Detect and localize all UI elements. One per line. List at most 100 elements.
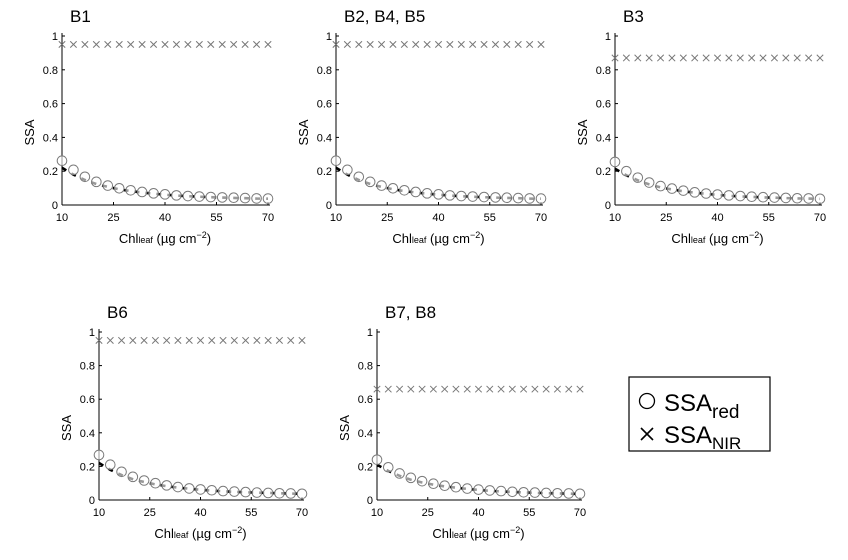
ssa-red-point xyxy=(205,191,217,203)
ssa-red-point xyxy=(342,164,353,176)
ssa-nir-point-stroke xyxy=(118,336,126,344)
x-axis-label-unit: (µg cm xyxy=(466,526,510,541)
legend-label-ssa-nir-main: SSA xyxy=(664,422,712,449)
ssa-red-point xyxy=(495,485,507,497)
x-tick-label: 40 xyxy=(432,212,444,224)
ssa-nir-point xyxy=(793,54,801,62)
y-tick-label: 1 xyxy=(326,31,332,43)
ssa-red-point xyxy=(678,185,689,196)
ssa-nir-point xyxy=(366,40,374,49)
y-axis-label: SSA xyxy=(22,119,37,145)
y-tick-label: 0.4 xyxy=(358,428,373,440)
ssa-nir-point xyxy=(208,336,216,344)
x-axis-label-exp: −2 xyxy=(232,525,242,535)
y-tick-label: 0.2 xyxy=(80,461,95,473)
ssa-nir-point xyxy=(69,40,77,49)
ssa-nir-point-stroke xyxy=(208,336,216,344)
ssa-nir-point-stroke xyxy=(207,40,215,49)
ssa-red-point xyxy=(296,488,308,500)
ssa-nir-point xyxy=(656,54,665,62)
x-axis-label: Chlleaf (µg cm−2) xyxy=(119,230,211,246)
ssa-red-point xyxy=(394,468,405,479)
ssa-red-point xyxy=(376,180,387,191)
ssa-red-point xyxy=(484,485,496,496)
y-tick-label: 0.4 xyxy=(43,132,58,144)
x-axis-label-close: ) xyxy=(520,526,524,541)
ssa-nir-point xyxy=(373,385,381,393)
ssa-red-point xyxy=(501,192,513,204)
ssa-nir-point-stroke xyxy=(429,385,437,393)
ssa-red-point xyxy=(116,466,127,478)
ssa-nir-point-stroke xyxy=(748,54,756,62)
x-tick-label: 40 xyxy=(159,212,171,224)
ssa-red-point xyxy=(405,472,417,484)
ssa-red-point xyxy=(136,186,148,198)
ssa-nir-point xyxy=(92,40,100,49)
ssa-nir-point xyxy=(441,385,449,393)
x-tick-label: 40 xyxy=(472,507,484,519)
ssa-nir-point-stroke xyxy=(634,54,642,62)
x-axis-label: Chlleaf (µg cm−2) xyxy=(432,525,524,541)
y-tick-label: 0.4 xyxy=(596,132,611,144)
y-tick-label: 0.6 xyxy=(317,99,332,111)
y-tick-label: 0.8 xyxy=(596,65,611,77)
x-axis-label-unit: (µg cm xyxy=(426,231,470,246)
ssa-nir-point-stroke xyxy=(736,54,744,62)
ssa-red-point xyxy=(240,486,251,498)
ssa-nir-point xyxy=(434,40,443,49)
ssa-red-point xyxy=(239,192,251,204)
ssa-nir-point-stroke xyxy=(127,40,135,49)
ssa-red-point xyxy=(56,155,68,167)
ssa-red-point xyxy=(171,190,182,201)
ssa-nir-point-stroke xyxy=(565,385,573,393)
x-axis-label-exp: −2 xyxy=(470,230,480,240)
x-axis-label-exp: −2 xyxy=(749,230,759,240)
ssa-red-point xyxy=(478,191,490,203)
panel-title: B2, B4, B5 xyxy=(344,7,425,26)
ssa-nir-point xyxy=(161,40,169,49)
x-tick-label: 10 xyxy=(56,212,68,224)
ssa-nir-point-stroke xyxy=(441,385,449,393)
x-axis-label-unit: (µg cm xyxy=(705,231,749,246)
legend-cross-marker xyxy=(640,427,654,441)
ssa-red-point xyxy=(473,484,484,495)
ssa-red-point xyxy=(183,483,195,494)
x-axis-label-close: ) xyxy=(207,231,211,246)
ssa-nir-point xyxy=(526,40,534,49)
chart-panel-5: B7, B8 0 0.2 0.4 0.6 0.8 1 10 25 40 55 70 SSA Chlleaf… xyxy=(337,303,586,541)
ssa-nir-point xyxy=(150,40,158,49)
ssa-nir-point-stroke xyxy=(264,40,272,49)
ssa-nir-point-stroke xyxy=(508,385,516,393)
ssa-nir-point-stroke xyxy=(691,54,699,62)
ssa-red-point xyxy=(251,487,263,498)
ssa-red-point xyxy=(138,475,150,486)
ssa-nir-point xyxy=(668,54,676,62)
ssa-nir-point-stroke xyxy=(384,385,392,393)
ssa-nir-point xyxy=(759,54,767,62)
ssa-nir-point-stroke xyxy=(366,40,374,49)
ssa-nir-point-stroke xyxy=(531,385,539,393)
y-tick-label: 1 xyxy=(605,31,611,43)
ssa-nir-point-stroke xyxy=(759,54,767,62)
ssa-nir-point xyxy=(118,336,126,344)
ssa-nir-point xyxy=(542,385,550,393)
legend-label-ssa-nir-sub: NIR xyxy=(712,434,741,453)
ssa-nir-point-stroke xyxy=(469,40,477,49)
ssa-red-point xyxy=(353,171,365,183)
ssa-red-point xyxy=(609,156,621,168)
ssa-nir-point-stroke xyxy=(81,40,89,49)
chart-panel-1: B1 0 0.2 0.4 0.6 0.8 1 10 25 40 55 70 SSA Chlleaf (µg… xyxy=(22,7,274,246)
ssa-nir-point-stroke xyxy=(129,336,137,344)
ssa-red-point xyxy=(416,475,428,487)
ssa-red-point xyxy=(621,165,632,177)
ssa-nir-point xyxy=(172,40,180,49)
ssa-nir-point-stroke xyxy=(497,385,505,393)
ssa-red-point xyxy=(93,449,105,461)
ssa-red-point xyxy=(757,191,769,203)
ssa-nir-point xyxy=(298,336,306,344)
ssa-red-point xyxy=(91,176,102,188)
ssa-nir-point-stroke xyxy=(434,40,443,49)
ssa-nir-point-stroke xyxy=(218,40,226,49)
ssa-nir-point xyxy=(219,336,227,344)
x-axis-label-main: Chl xyxy=(154,526,174,541)
